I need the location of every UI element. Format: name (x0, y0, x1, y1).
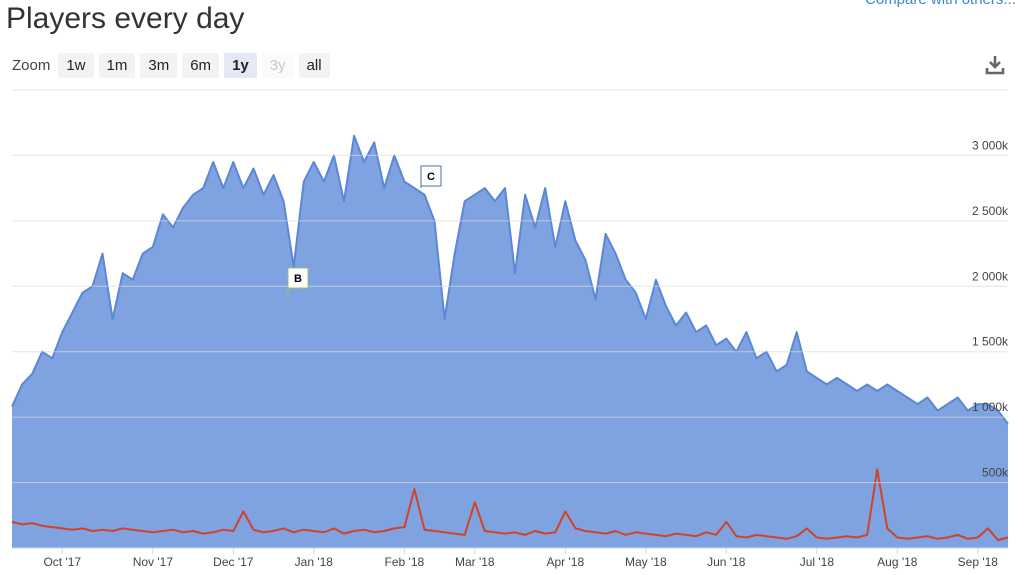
download-button[interactable] (984, 54, 1006, 76)
title: Players every day (6, 2, 245, 35)
zoom-button[interactable]: all (298, 52, 330, 78)
y-tick-label: 1 500k (972, 335, 1009, 349)
flag-label: C (427, 171, 435, 183)
x-tick-label: Aug '18 (877, 555, 918, 569)
y-tick-label: 1 000k (972, 400, 1009, 414)
x-tick-label: Feb '18 (385, 555, 425, 569)
compare-link[interactable]: Compare with others... (865, 0, 1016, 8)
x-tick-label: Jul '18 (800, 555, 835, 569)
zoom-button[interactable]: 1y (224, 52, 257, 78)
x-tick-label: Apr '18 (547, 555, 585, 569)
area-fill (12, 135, 1008, 549)
x-tick-label: Mar '18 (455, 555, 495, 569)
x-tick-label: Jan '18 (295, 555, 334, 569)
zoom-button[interactable]: 6m (182, 52, 220, 78)
zoom-button[interactable]: 1m (98, 52, 136, 78)
series-line (11, 134, 1009, 425)
x-tick-label: Sep '18 (958, 555, 999, 569)
zoom-label: Zoom (12, 56, 51, 74)
y-tick-label: 500k (982, 466, 1009, 480)
zoom-bar: Zoom 1w 1m 3m 6m 1y 3y all (12, 52, 335, 78)
zoom-button: 3y (261, 52, 294, 78)
x-tick-label: May '18 (625, 555, 667, 569)
x-tick-label: Nov '17 (133, 555, 174, 569)
flag-box (287, 267, 309, 289)
zoom-button[interactable]: 3m (140, 52, 178, 78)
flag-box (420, 165, 442, 187)
y-tick-label: 3 000k (972, 138, 1009, 152)
series-line (11, 468, 1009, 542)
y-tick-label: 2 500k (972, 204, 1009, 218)
zoom-button[interactable]: 1w (58, 52, 94, 78)
x-tick-label: Oct '17 (43, 555, 81, 569)
x-tick-label: Jun '18 (707, 555, 746, 569)
x-tick-label: Dec '17 (213, 555, 254, 569)
flag-label: B (294, 273, 302, 285)
y-tick-label: 2 000k (972, 269, 1009, 283)
